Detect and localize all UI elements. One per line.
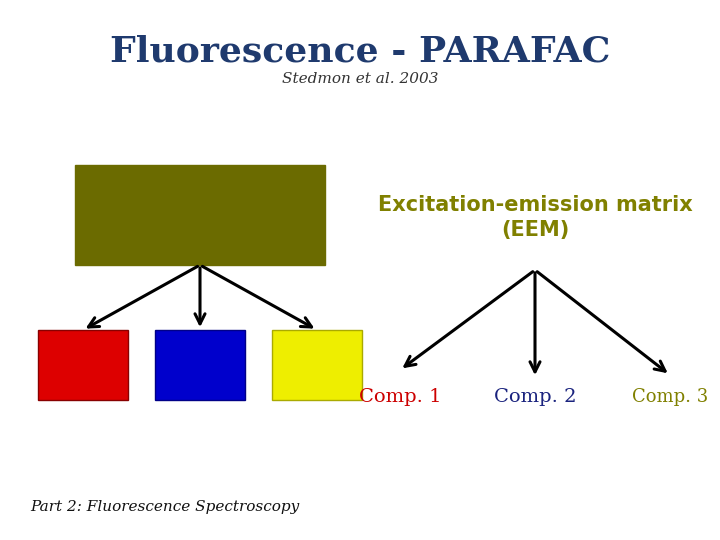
Text: Stedmon et al. 2003: Stedmon et al. 2003	[282, 72, 438, 86]
Text: Comp. 1: Comp. 1	[359, 388, 441, 406]
Bar	[155, 330, 245, 400]
Text: Excitation-emission matrix
(EEM): Excitation-emission matrix (EEM)	[377, 195, 693, 240]
Text: Comp. 2: Comp. 2	[494, 388, 576, 406]
Bar	[272, 330, 362, 400]
Bar	[38, 330, 128, 400]
Bar	[75, 165, 325, 265]
Text: Comp. 3: Comp. 3	[632, 388, 708, 406]
Text: Part 2: Fluorescence Spectroscopy: Part 2: Fluorescence Spectroscopy	[30, 500, 300, 514]
Text: Fluorescence - PARAFAC: Fluorescence - PARAFAC	[110, 35, 610, 69]
